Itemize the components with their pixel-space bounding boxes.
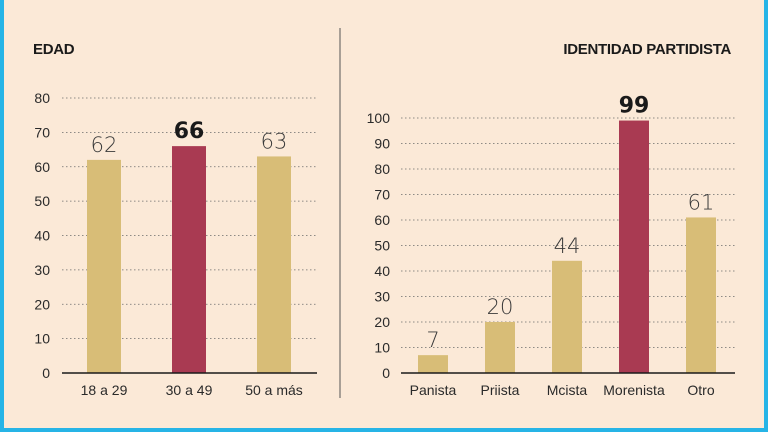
data-label: 7 [426, 328, 439, 352]
x-category-label: 50 a más [245, 382, 303, 398]
bar [485, 322, 515, 373]
x-category-label: 18 a 29 [81, 382, 128, 398]
bar [257, 156, 291, 373]
y-tick-label: 0 [382, 365, 390, 381]
y-tick-label: 80 [374, 161, 390, 177]
bar-highlight [619, 120, 649, 373]
y-tick-label: 20 [34, 296, 50, 312]
y-tick-label: 40 [374, 263, 390, 279]
chart-svg: EDAD IDENTIDAD PARTIDISTA 0 10 20 30 40 50 60 7… [33, 28, 735, 398]
data-label: 20 [487, 295, 514, 319]
x-category-label: Otro [687, 382, 714, 398]
chart-edad: 0 10 20 30 40 50 60 70 80 62 18 a 29 66 30 a 49 63 50 … [34, 90, 317, 398]
chart-panel: EDAD IDENTIDAD PARTIDISTA 0 10 20 30 40 50 60 7… [4, 0, 764, 428]
data-label: 99 [619, 94, 650, 119]
data-label: 61 [688, 190, 715, 214]
bar [418, 355, 448, 373]
bar [552, 260, 582, 373]
y-tick-label: 40 [34, 228, 50, 244]
y-tick-label: 50 [374, 238, 390, 254]
chart-identidad-partidista: 0 10 20 30 40 50 60 70 80 90 100 7 Panista 20 Priista 4… [367, 94, 735, 398]
y-tick-label: 10 [374, 340, 390, 356]
y-tick-label: 30 [34, 262, 50, 278]
y-tick-label: 50 [34, 193, 50, 209]
y-tick-label: 70 [34, 124, 50, 140]
y-tick-label: 60 [34, 159, 50, 175]
data-label: 63 [261, 129, 288, 153]
y-tick-label: 30 [374, 289, 390, 305]
data-label: 44 [554, 234, 581, 258]
bar-highlight [172, 146, 206, 373]
y-tick-label: 70 [374, 187, 390, 203]
data-label: 66 [174, 119, 205, 144]
y-tick-label: 20 [374, 314, 390, 330]
x-category-label: Mcista [547, 382, 588, 398]
y-tick-label: 80 [34, 90, 50, 106]
bar [87, 159, 121, 373]
bar [686, 217, 716, 373]
x-category-label: Morenista [603, 382, 665, 398]
chart-title-identidad: IDENTIDAD PARTIDISTA [563, 41, 731, 58]
y-tick-label: 100 [367, 110, 391, 126]
x-category-label: Priista [481, 382, 520, 398]
y-tick-label: 60 [374, 212, 390, 228]
x-category-label: 30 a 49 [166, 382, 213, 398]
chart-title-edad: EDAD [33, 41, 75, 58]
y-tick-label: 10 [34, 331, 50, 347]
x-category-label: Panista [410, 382, 457, 398]
y-tick-label: 0 [42, 365, 50, 381]
data-label: 62 [91, 133, 118, 157]
y-tick-label: 90 [374, 136, 390, 152]
